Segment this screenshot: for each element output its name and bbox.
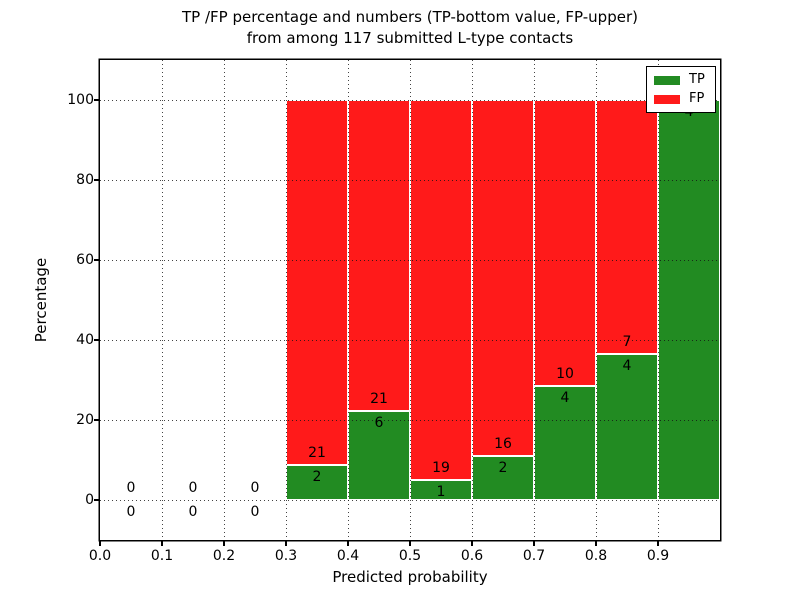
x-tick-label: 0.5 bbox=[398, 548, 422, 564]
chart-title-line2: from among 117 submitted L-type contacts bbox=[246, 29, 574, 47]
y-tick-label: 80 bbox=[76, 172, 94, 188]
tp-bar-segment bbox=[348, 411, 410, 500]
x-tick-label: 0.7 bbox=[522, 548, 546, 564]
tp-bar-segment bbox=[472, 455, 534, 500]
gridline-x-0.2 bbox=[223, 60, 225, 540]
fp-bar-segment bbox=[472, 100, 534, 456]
y-tick-mark bbox=[94, 339, 99, 341]
tp-count-label: 0 bbox=[188, 504, 198, 520]
y-tick-mark bbox=[94, 99, 99, 101]
x-tick-mark bbox=[471, 541, 473, 546]
x-tick-mark bbox=[161, 541, 163, 546]
x-tick-mark bbox=[223, 541, 225, 546]
gridline-x-0.8 bbox=[595, 60, 597, 540]
y-tick-label: 0 bbox=[85, 492, 94, 508]
tp-bar-segment bbox=[534, 385, 596, 500]
fp-count-label: 7 bbox=[622, 334, 632, 351]
y-tick-label: 20 bbox=[76, 412, 94, 428]
chart-title-line1: TP /FP percentage and numbers (TP-bottom… bbox=[182, 8, 638, 26]
gridline-x-0.5 bbox=[409, 60, 411, 540]
x-tick-label: 0.6 bbox=[460, 548, 484, 564]
tp-count-label: 4 bbox=[560, 389, 570, 406]
tp-count-label: 1 bbox=[436, 484, 446, 500]
gridline-x-0.4 bbox=[347, 60, 349, 540]
y-tick-mark bbox=[94, 499, 99, 501]
gridline-x-0.9 bbox=[657, 60, 659, 540]
x-tick-label: 0.8 bbox=[584, 548, 608, 564]
x-tick-mark bbox=[533, 541, 535, 546]
tp-count-label: 4 bbox=[622, 358, 632, 375]
fp-bar-segment bbox=[348, 100, 410, 412]
legend: TP FP bbox=[646, 66, 716, 113]
tp-bar-segment bbox=[596, 354, 658, 500]
tp-count-label: 0 bbox=[126, 504, 136, 520]
tp-swatch-icon bbox=[654, 75, 680, 85]
x-tick-label: 0.1 bbox=[150, 548, 174, 564]
tp-bar-segment bbox=[658, 100, 720, 500]
fp-bar-segment bbox=[534, 100, 596, 386]
y-tick-label: 40 bbox=[76, 332, 94, 348]
tp-count-label: 2 bbox=[312, 469, 322, 486]
chart-title: TP /FP percentage and numbers (TP-bottom… bbox=[100, 7, 720, 49]
fp-bar-segment bbox=[286, 100, 348, 466]
tp-count-label: 6 bbox=[374, 415, 384, 432]
legend-entry-tp: TP bbox=[654, 73, 708, 87]
gridline-x-0.3 bbox=[285, 60, 287, 540]
y-tick-mark bbox=[94, 179, 99, 181]
x-tick-label: 0.0 bbox=[88, 548, 112, 564]
fp-count-label: 21 bbox=[370, 391, 388, 408]
tp-count-label: 2 bbox=[498, 459, 508, 476]
x-tick-label: 0.9 bbox=[646, 548, 670, 564]
gridline-x-0.1 bbox=[161, 60, 163, 540]
x-tick-label: 0.2 bbox=[212, 548, 236, 564]
x-tick-mark bbox=[99, 541, 101, 546]
tp-bar-segment bbox=[286, 465, 348, 500]
fp-count-label: 21 bbox=[308, 445, 326, 462]
y-axis-label: Percentage bbox=[32, 257, 50, 343]
y-tick-label: 100 bbox=[67, 92, 94, 108]
x-tick-mark bbox=[347, 541, 349, 546]
fp-count-label: 19 bbox=[432, 460, 450, 476]
fp-swatch-icon bbox=[654, 94, 680, 104]
gridline-x-0.6 bbox=[471, 60, 473, 540]
fp-count-label: 16 bbox=[494, 435, 512, 452]
legend-label-tp: TP bbox=[689, 72, 705, 87]
x-tick-mark bbox=[409, 541, 411, 546]
fp-count-label: 0 bbox=[250, 480, 260, 496]
x-axis-label: Predicted probability bbox=[332, 568, 488, 586]
legend-entry-fp: FP bbox=[654, 92, 708, 106]
x-tick-mark bbox=[285, 541, 287, 546]
tp-count-label: 0 bbox=[250, 504, 260, 520]
x-tick-label: 0.4 bbox=[336, 548, 360, 564]
x-tick-label: 0.3 bbox=[274, 548, 298, 564]
gridline-x-0.7 bbox=[533, 60, 535, 540]
x-tick-mark bbox=[595, 541, 597, 546]
fp-count-label: 0 bbox=[126, 480, 136, 496]
y-tick-mark bbox=[94, 259, 99, 261]
y-tick-mark bbox=[94, 419, 99, 421]
fp-bar-segment bbox=[410, 100, 472, 480]
fp-count-label: 0 bbox=[188, 480, 198, 496]
plot-area: 0000002122161911621047404 bbox=[100, 60, 720, 540]
x-tick-mark bbox=[657, 541, 659, 546]
legend-label-fp: FP bbox=[689, 91, 705, 106]
fp-bar-segment bbox=[596, 100, 658, 355]
y-tick-label: 60 bbox=[76, 252, 94, 268]
fp-count-label: 10 bbox=[556, 365, 574, 382]
